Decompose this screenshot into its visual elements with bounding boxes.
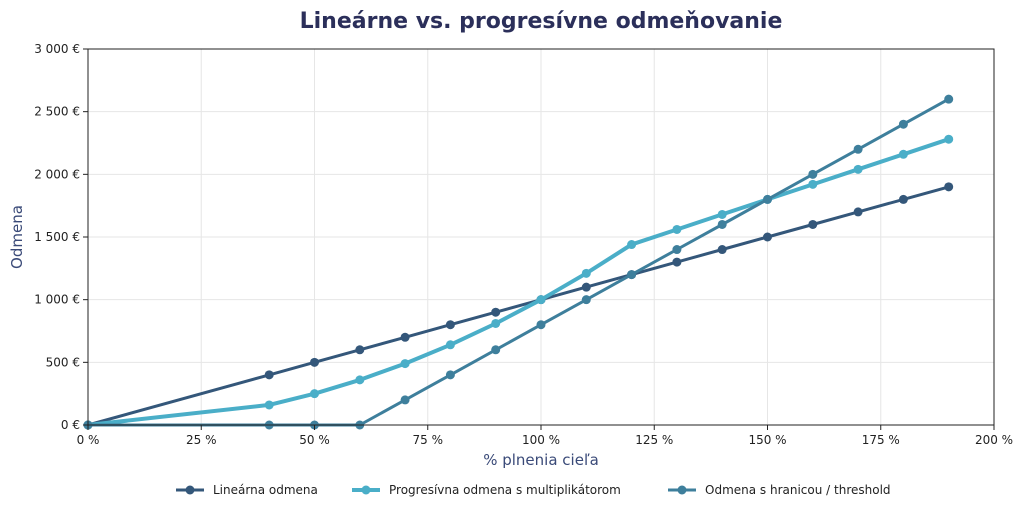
- legend-swatch-marker: [677, 485, 687, 495]
- data-point: [627, 240, 637, 250]
- data-point: [310, 389, 319, 399]
- data-point: [491, 345, 501, 355]
- x-tick-label: 75 %: [413, 433, 444, 447]
- series-1: [83, 182, 954, 430]
- x-tick-label: 175 %: [862, 433, 900, 447]
- data-point: [944, 134, 954, 144]
- data-point: [310, 357, 319, 367]
- x-tick-label: 50 %: [299, 433, 330, 447]
- series-layer: [83, 94, 954, 430]
- series-3: [83, 94, 954, 430]
- data-point: [853, 164, 863, 174]
- legend-item: Progresívna odmena s multiplikátorom: [352, 483, 621, 497]
- y-axis-label: Odmena: [8, 205, 26, 269]
- data-point: [627, 270, 637, 280]
- y-tick-label: 2 500 €: [34, 105, 80, 119]
- data-point: [717, 209, 727, 219]
- legend-item: Lineárna odmena: [176, 483, 318, 497]
- data-point: [581, 268, 591, 278]
- x-tick-label: 100 %: [522, 433, 560, 447]
- data-point: [763, 232, 772, 242]
- data-point: [853, 144, 863, 154]
- data-point: [717, 245, 727, 255]
- data-point: [491, 307, 501, 317]
- legend-label: Odmena s hranicou / threshold: [705, 483, 891, 497]
- x-tick-label: 0 %: [77, 433, 100, 447]
- data-point: [898, 119, 908, 129]
- data-point: [672, 224, 682, 234]
- x-axis-ticks: 0 % 25 % 50 % 75 % 100 % 125 % 150 % 175 % 200 %: [77, 425, 1013, 447]
- data-point: [264, 400, 274, 410]
- data-point: [944, 182, 954, 192]
- legend-label: Progresívna odmena s multiplikátorom: [389, 483, 621, 497]
- data-point: [355, 345, 365, 355]
- data-point: [264, 370, 274, 380]
- data-point: [581, 282, 591, 292]
- legend-item: Odmena s hranicou / threshold: [668, 483, 891, 497]
- data-point: [445, 370, 455, 380]
- y-axis-ticks: 0 € 500 € 1 000 € 1 500 € 2 000 € 2 500 € 3 00…: [34, 42, 88, 432]
- data-point: [717, 219, 727, 229]
- legend-label: Lineárna odmena: [213, 483, 318, 497]
- x-axis-label: % plnenia cieľa: [483, 451, 599, 469]
- legend-swatch-marker: [361, 485, 371, 495]
- series-line: [87, 137, 950, 427]
- data-point: [536, 295, 546, 305]
- data-point: [808, 219, 818, 229]
- data-point: [355, 375, 365, 385]
- data-point: [853, 207, 863, 217]
- data-point: [672, 245, 682, 255]
- y-tick-label: 3 000 €: [34, 42, 80, 56]
- legend-swatch-marker: [185, 485, 195, 495]
- data-point: [536, 320, 546, 330]
- x-tick-label: 125 %: [635, 433, 673, 447]
- data-point: [400, 359, 410, 369]
- data-point: [808, 169, 818, 179]
- series-2: [83, 134, 954, 430]
- x-tick-label: 25 %: [186, 433, 217, 447]
- data-point: [445, 320, 455, 330]
- data-point: [898, 149, 908, 159]
- y-tick-label: 500 €: [46, 355, 80, 369]
- grid: [87, 48, 995, 426]
- data-point: [581, 295, 591, 305]
- x-tick-label: 200 %: [975, 433, 1013, 447]
- y-tick-label: 1 500 €: [34, 230, 80, 244]
- data-point: [400, 395, 410, 405]
- data-point: [400, 332, 410, 342]
- data-point: [445, 340, 455, 350]
- data-point: [808, 179, 818, 189]
- legend: Lineárna odmena Progresívna odmena s mult…: [176, 483, 891, 497]
- series-line: [87, 185, 950, 427]
- series-line: [88, 97, 950, 427]
- x-tick-label: 150 %: [748, 433, 786, 447]
- data-point: [763, 194, 772, 204]
- y-tick-label: 0 €: [61, 418, 80, 432]
- y-tick-label: 2 000 €: [34, 167, 80, 181]
- data-point: [944, 94, 954, 104]
- chart-title: Lineárne vs. progresívne odmeňovanie: [300, 9, 783, 34]
- data-point: [491, 318, 501, 328]
- data-point: [898, 194, 908, 204]
- y-tick-label: 1 000 €: [34, 293, 80, 307]
- data-point: [672, 257, 682, 267]
